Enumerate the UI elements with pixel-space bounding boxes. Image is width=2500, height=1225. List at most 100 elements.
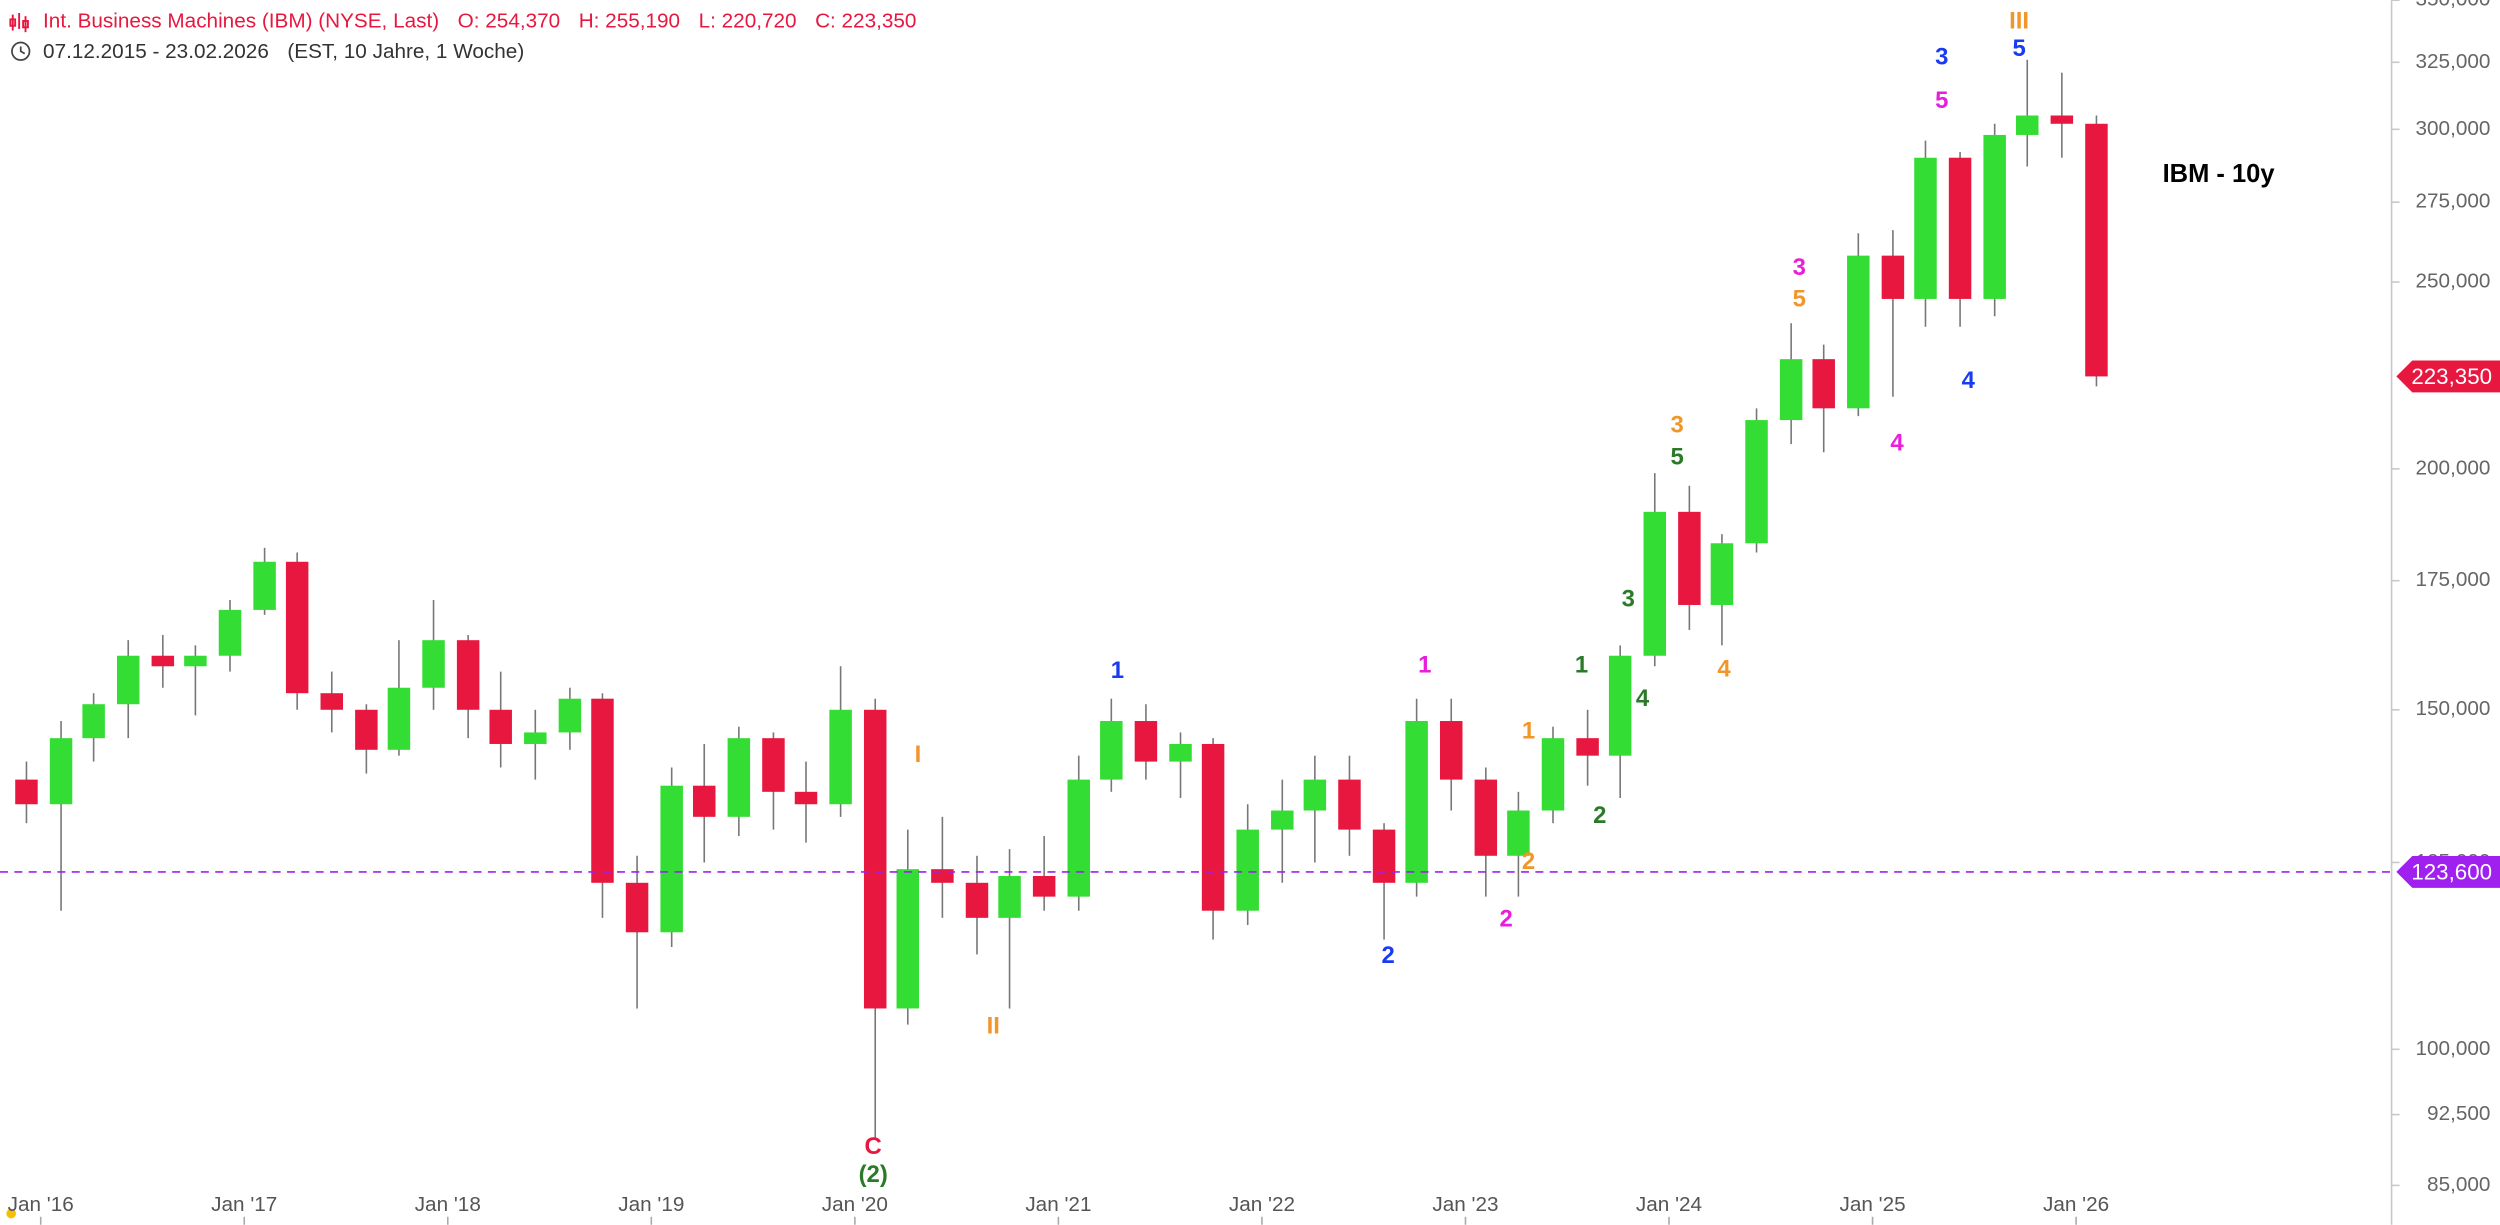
wave-label: 1 [1522,718,1535,745]
y-tick-label: 350,000 [2416,0,2491,11]
axes: 85,00092,500100,000125,000150,000175,000… [8,0,2500,1225]
subtitle: 07.12.2015 - 23.02.2026 (EST, 10 Jahre, … [43,40,524,63]
candle-body [1779,359,1803,421]
candle-body [692,785,716,817]
candle-body [49,738,73,805]
candle-body [1134,721,1158,762]
candle-body [116,655,140,705]
wave-label: 4 [1890,429,1904,456]
header: Int. Business Machines (IBM) (NYSE, Last… [43,10,916,33]
candle-body [1948,157,1972,299]
candle-body [422,640,445,688]
candle-body [1067,779,1091,897]
wave-label: 2 [1500,905,1513,932]
candle-body [15,779,38,805]
candle-body [2085,123,2108,377]
candle-body [896,869,920,1009]
x-tick-label: Jan '19 [618,1193,684,1216]
ohlc-high: H: 255,190 [579,10,680,33]
candle-body [1541,738,1565,811]
candle-body [1474,779,1498,856]
wave-label: 5 [1793,285,1806,312]
y-tick-label: 85,000 [2427,1173,2490,1196]
x-tick-label: Jan '22 [1229,1193,1295,1216]
wave-label: 5 [1671,443,1684,470]
candle-body [2050,115,2074,124]
y-tick-label: 300,000 [2416,117,2491,140]
candle-body [218,609,242,656]
candle-body [524,732,547,744]
candle-body [1710,543,1734,605]
candle-body [1745,420,1768,544]
candle-body [1236,829,1259,911]
candle-body [285,561,309,694]
price-label: 223,350 [2411,364,2492,389]
candle-body [1678,511,1701,605]
wave-label: 2 [1593,802,1606,829]
candle-body [489,709,512,744]
candle-body [1643,511,1667,656]
price-label: 123,600 [2411,859,2492,884]
candle-body [1507,810,1530,856]
candle-body [1169,743,1192,762]
wave-label: 4 [1717,655,1731,682]
candle-body [965,882,989,918]
candle-body [151,655,175,667]
y-tick-label: 100,000 [2416,1037,2491,1060]
candle-body [1338,779,1361,830]
candle-body [82,704,105,739]
candle-body [2016,115,2039,135]
x-tick-label: Jan '23 [1432,1193,1498,1216]
wave-label: 2 [1381,942,1394,969]
ohlc-low: L: 220,720 [699,10,797,33]
candle-body [829,709,852,805]
x-tick-label: Jan '25 [1839,1193,1905,1216]
x-tick-label: Jan '20 [822,1193,888,1216]
wave-label: 3 [1671,411,1684,438]
wave-label: 1 [1418,652,1431,679]
candle-body [727,738,751,817]
candle-body [320,693,344,710]
wave-label: III [2009,7,2029,34]
candle-body [1372,829,1396,883]
y-tick-label: 200,000 [2416,456,2491,479]
x-tick-label: Jan '18 [415,1193,481,1216]
candle-body [1881,255,1905,299]
wave-label: 5 [2012,35,2025,62]
y-tick-label: 92,500 [2427,1102,2490,1125]
x-tick-label: Jan '21 [1025,1193,1091,1216]
candle-body [1847,255,1870,409]
candle-body [456,640,480,710]
candle-body [1983,134,2006,299]
candle-body [1812,359,1835,409]
x-tick-label: Jan '17 [211,1193,277,1216]
candle-body [1914,157,1937,299]
wave-label: 2 [1522,848,1535,875]
x-tick-label: Jan '26 [2043,1193,2109,1216]
status-dot [6,1208,16,1219]
candle-body [184,655,207,667]
date-note: (EST, 10 Jahre, 1 Woche) [287,40,524,63]
wave-label: 4 [1962,367,1976,394]
wave-label: 5 [1935,87,1948,114]
candle-body [558,698,582,733]
wave-label: II [987,1012,1000,1039]
candle-body [1439,721,1463,780]
ohlc-open: O: 254,370 [458,10,561,33]
candle-body [253,561,276,610]
header-icon [9,13,29,33]
wave-label: 3 [1935,44,1948,71]
candle-body [591,698,614,883]
wave-label: C [865,1133,882,1160]
candle-body [387,687,411,750]
candle-body [762,738,785,792]
y-tick-label: 175,000 [2416,568,2491,591]
candle-body [1303,779,1327,811]
wave-label: 3 [1622,585,1635,612]
candle-body [998,875,1021,918]
candle-body [1576,738,1599,756]
y-tick-label: 275,000 [2416,190,2491,213]
